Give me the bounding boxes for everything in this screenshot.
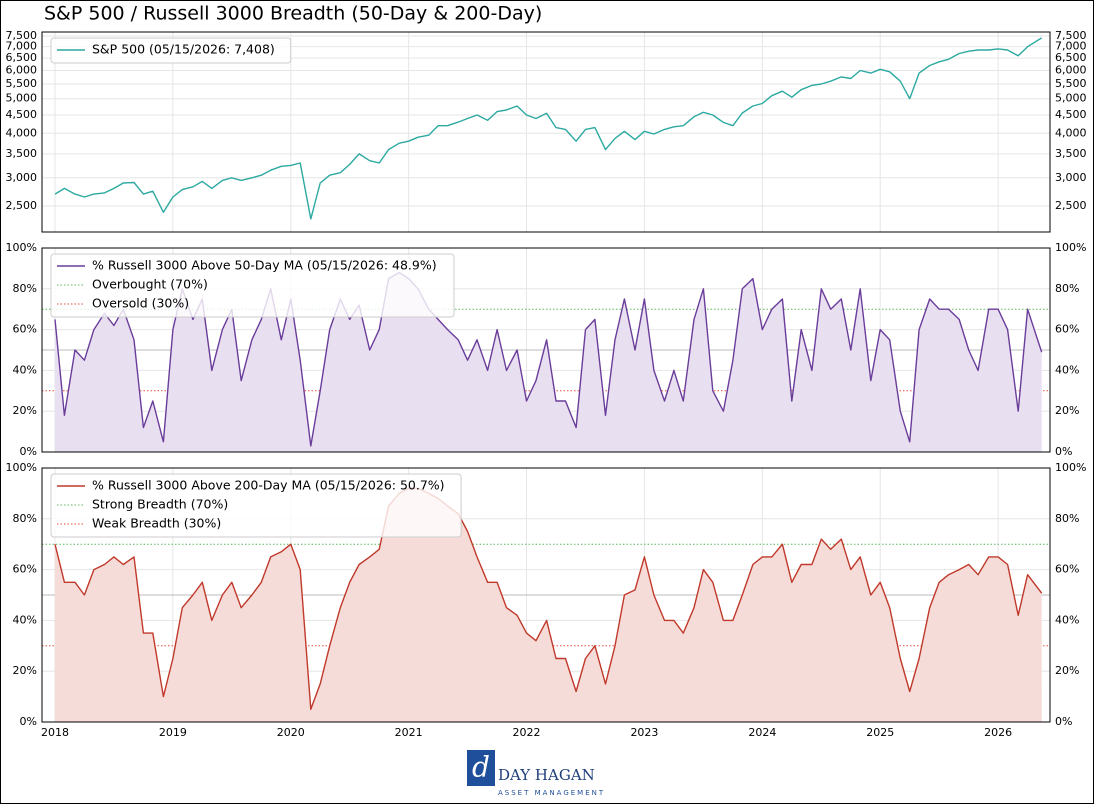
y-tick-label: 40%	[13, 363, 37, 376]
logo-letter: d	[472, 751, 490, 784]
legend-box	[50, 37, 292, 64]
legend-label: Strong Breadth (70%)	[92, 497, 228, 512]
y2-tick-label: 60%	[1055, 323, 1079, 336]
y2-tick-label: 100%	[1055, 241, 1086, 254]
y-tick-label: 3,000	[6, 171, 38, 184]
legend-label: Overbought (70%)	[92, 277, 208, 292]
legend-label: % Russell 3000 Above 200-Day MA (05/15/2…	[92, 478, 445, 493]
y-tick-label: 60%	[13, 563, 37, 576]
y-tick-label: 100%	[6, 241, 37, 254]
y2-tick-label: 80%	[1055, 282, 1079, 295]
y2-tick-label: 7,000	[1055, 40, 1087, 53]
y2-tick-label: 6,500	[1055, 51, 1087, 64]
x-tick-label: 2020	[277, 726, 305, 739]
logo-mark	[467, 750, 495, 786]
y2-tick-label: 3,500	[1055, 147, 1087, 160]
y2-tick-label: 0%	[1055, 445, 1072, 458]
x-tick-label: 2023	[630, 726, 658, 739]
legend-label: Weak Breadth (30%)	[92, 516, 221, 531]
chart-title: S&P 500 / Russell 3000 Breadth (50-Day &…	[44, 3, 542, 25]
y2-tick-label: 2,500	[1055, 199, 1087, 212]
y-tick-label: 60%	[13, 323, 37, 336]
y-tick-label: 7,000	[6, 40, 38, 53]
y-tick-label: 0%	[20, 715, 37, 728]
y2-tick-label: 4,000	[1055, 126, 1087, 139]
x-tick-label: 2021	[395, 726, 423, 739]
y2-tick-label: 4,500	[1055, 108, 1087, 121]
y2-tick-label: 20%	[1055, 664, 1079, 677]
x-tick-label: 2019	[159, 726, 187, 739]
y2-tick-label: 3,000	[1055, 171, 1087, 184]
logo: d DAY HAGAN ASSET MANAGEMENT	[467, 750, 605, 797]
y-tick-label: 0%	[20, 445, 37, 458]
logo-tagline: ASSET MANAGEMENT	[498, 789, 605, 797]
y2-tick-label: 5,000	[1055, 92, 1087, 105]
y-tick-label: 4,500	[6, 108, 38, 121]
y-tick-label: 80%	[13, 282, 37, 295]
y-tick-label: 4,000	[6, 126, 38, 139]
y-tick-label: 20%	[13, 664, 37, 677]
y2-tick-label: 40%	[1055, 613, 1079, 626]
plot-frame	[41, 247, 1051, 453]
y-tick-label: 2,500	[6, 199, 38, 212]
x-tick-label: 2025	[866, 726, 894, 739]
y-tick-label: 6,500	[6, 51, 38, 64]
y2-tick-label: 100%	[1055, 461, 1086, 474]
y-tick-label: 5,500	[6, 77, 38, 90]
y2-tick-label: 40%	[1055, 363, 1079, 376]
y-tick-label: 3,500	[6, 147, 38, 160]
y2-tick-label: 60%	[1055, 563, 1079, 576]
y-tick-label: 40%	[13, 613, 37, 626]
y-tick-label: 20%	[13, 404, 37, 417]
plot-frame	[41, 467, 1051, 723]
y-tick-label: 6,000	[6, 64, 38, 77]
y-tick-label: 7,500	[6, 29, 38, 42]
series-line	[54, 487, 1043, 710]
plot-frame	[41, 31, 1051, 233]
x-tick-label: 2026	[984, 726, 1012, 739]
logo-name: DAY HAGAN	[498, 766, 595, 784]
series-line	[54, 37, 1043, 220]
y-tick-label: 100%	[6, 461, 37, 474]
legend-box	[50, 473, 462, 538]
y-tick-label: 5,000	[6, 92, 38, 105]
legend-label: Oversold (30%)	[92, 296, 189, 311]
legend-label: S&P 500 (05/15/2026: 7,408)	[92, 42, 275, 57]
x-tick-label: 2022	[513, 726, 541, 739]
y2-tick-label: 0%	[1055, 715, 1072, 728]
series-line	[54, 271, 1043, 447]
y-tick-label: 80%	[13, 512, 37, 525]
legend-box	[50, 253, 455, 318]
legend-label: % Russell 3000 Above 50-Day MA (05/15/20…	[92, 258, 437, 273]
x-tick-label: 2018	[41, 726, 69, 739]
x-tick-label: 2024	[748, 726, 776, 739]
y2-tick-label: 5,500	[1055, 77, 1087, 90]
area	[54, 272, 1042, 452]
y2-tick-label: 6,000	[1055, 64, 1087, 77]
y2-tick-label: 80%	[1055, 512, 1079, 525]
area	[54, 488, 1042, 722]
y2-tick-label: 20%	[1055, 404, 1079, 417]
y2-tick-label: 7,500	[1055, 29, 1087, 42]
